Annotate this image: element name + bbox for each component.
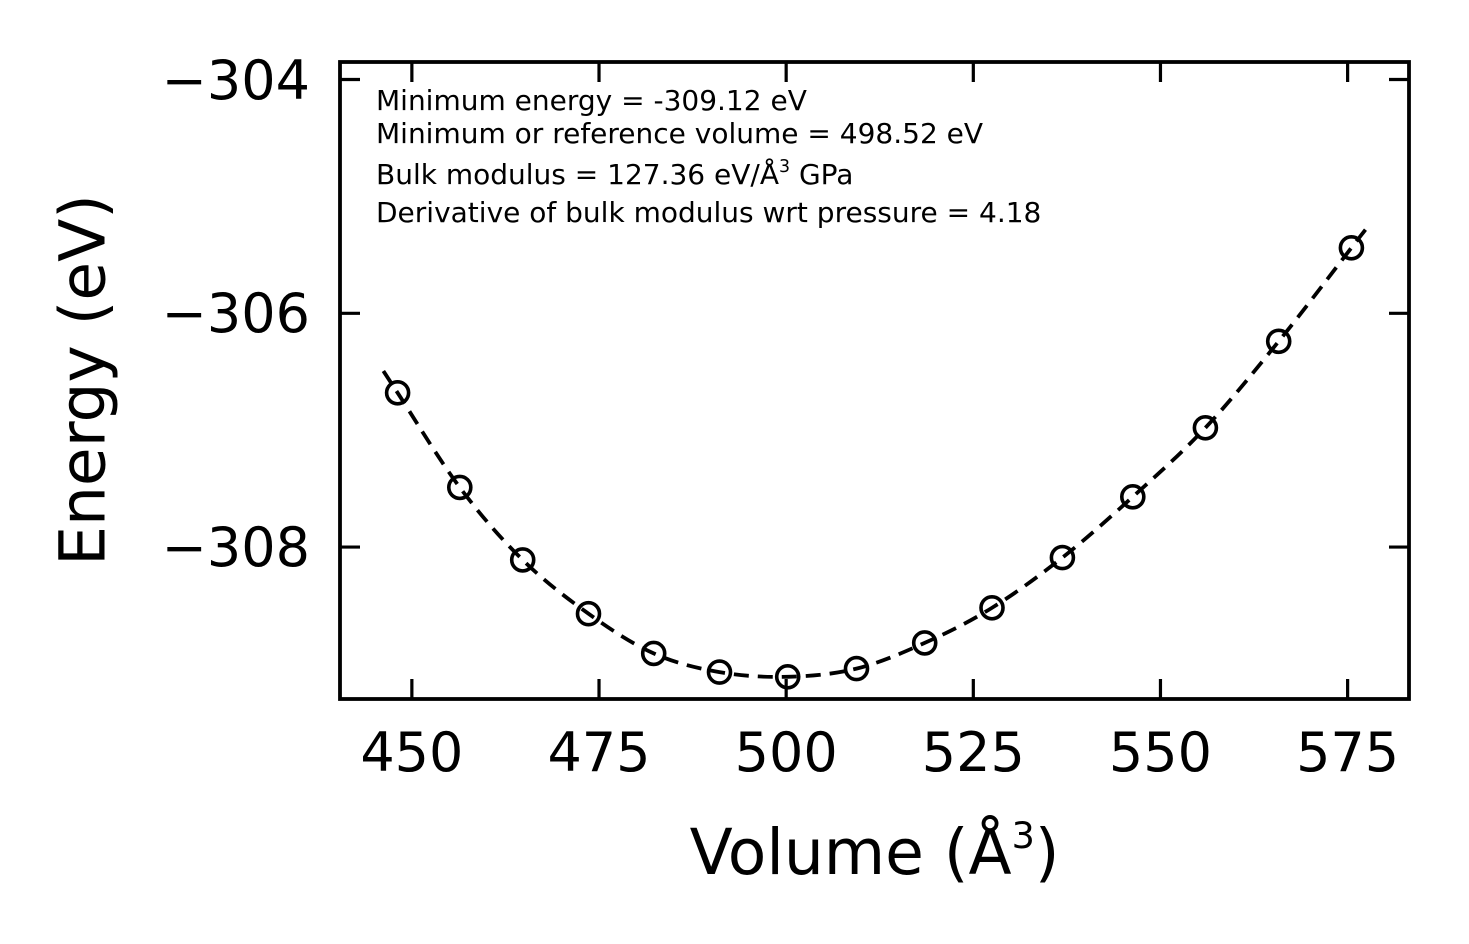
y-axis-label: Energy (eV) — [46, 194, 120, 566]
annotation-bulk-modulus: Bulk modulus = 127.36 eV/Å3 GPa — [376, 158, 1041, 191]
eos-fit-curve — [381, 227, 1368, 679]
axis-ticks — [340, 62, 1409, 699]
x-axis-label-pre: Volume (Å — [689, 816, 1012, 889]
annotation-min-volume: Minimum or reference volume = 498.52 eV — [376, 117, 984, 150]
annotation-min-energy: Minimum energy = -309.12 eV — [376, 84, 807, 117]
data-point-marker — [575, 600, 602, 627]
data-point-marker — [1265, 328, 1292, 355]
y-tick-label: −308 — [161, 516, 310, 580]
data-point-marker — [706, 659, 733, 685]
data-point-marker — [1338, 235, 1365, 261]
data-point-marker — [446, 474, 473, 501]
annotation-bulk-modulus-pre: Bulk modulus = 127.36 eV/Å — [376, 158, 779, 191]
data-point-marker — [1049, 544, 1076, 571]
annotation-bulk-modulus-derivative: Derivative of bulk modulus wrt pressure … — [376, 196, 1042, 229]
x-tick-label: 550 — [1108, 721, 1212, 784]
data-point-marker — [640, 640, 667, 667]
x-axis-label: Volume (Å3) — [340, 816, 1409, 889]
plot-spines — [338, 60, 1411, 701]
annotation-bulk-modulus-post: GPa — [790, 158, 854, 191]
x-tick-label: 450 — [360, 721, 464, 784]
x-tick-label: 575 — [1296, 721, 1400, 784]
data-point-marker — [1120, 483, 1146, 510]
x-tick-label: 525 — [921, 721, 1025, 784]
x-tick-label: 475 — [547, 721, 651, 784]
data-point-marker — [509, 547, 536, 573]
fit-summary-annotation: Minimum energy = -309.12 eV Minimum or r… — [376, 84, 1041, 229]
data-point-marker — [979, 594, 1005, 621]
x-axis-label-sup: 3 — [1011, 814, 1035, 857]
data-point-marker — [384, 379, 411, 406]
data-point-marker — [911, 630, 938, 656]
x-axis-label-post: ) — [1034, 816, 1060, 889]
y-tick-label: −304 — [161, 48, 310, 112]
data-point-marker — [1192, 414, 1219, 441]
x-tick-label: 500 — [734, 721, 838, 784]
fit-curve-group — [381, 227, 1368, 679]
annotation-bulk-modulus-sup: 3 — [779, 156, 791, 177]
data-point-marker — [774, 663, 801, 690]
y-tick-label: −306 — [161, 282, 310, 346]
data-points-group — [384, 235, 1365, 690]
data-point-marker — [843, 655, 870, 682]
